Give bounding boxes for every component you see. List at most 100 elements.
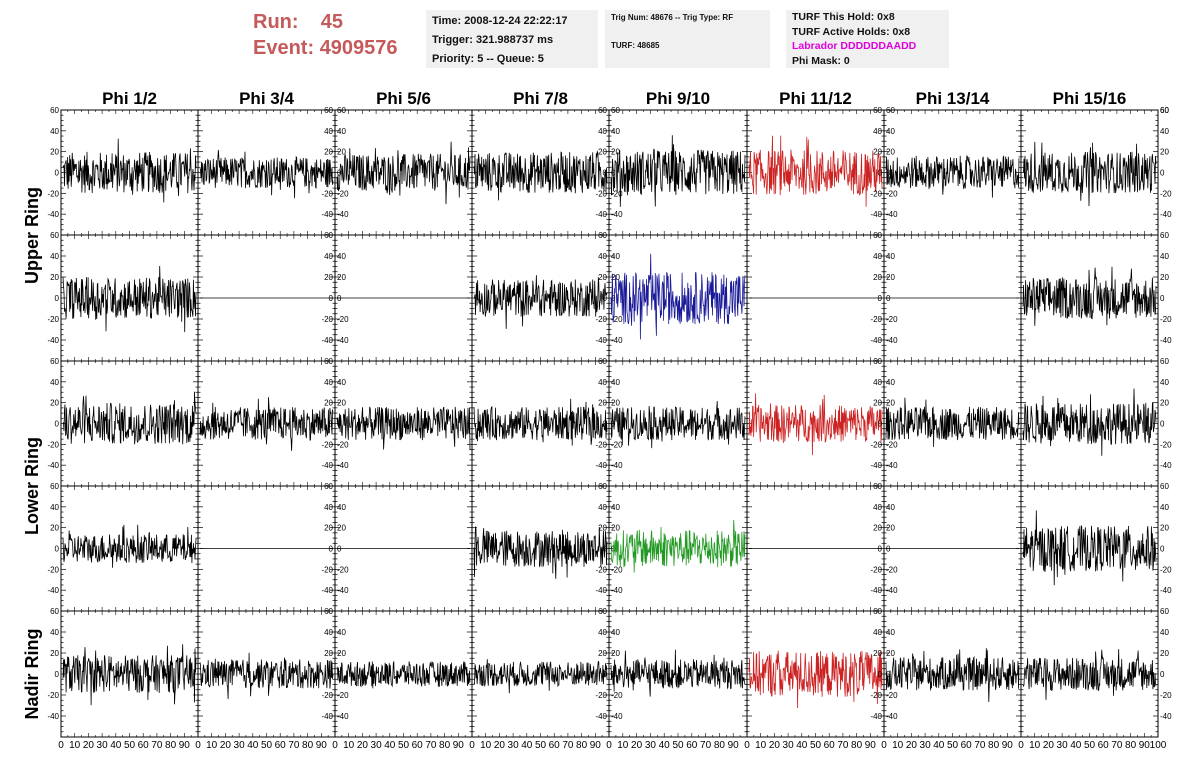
y-tick-label: 20	[1160, 273, 1169, 282]
y-tick-label: 0	[886, 294, 891, 303]
waveform-trace	[610, 649, 746, 697]
x-tick-label: 50	[947, 740, 959, 751]
y-tick-label: -20	[886, 691, 898, 700]
y-tick-label: 40	[324, 628, 333, 637]
x-tick-label: 10	[617, 740, 629, 751]
y-tick-label: 20	[50, 649, 59, 658]
y-tick-label: 20	[1160, 524, 1169, 533]
y-tick-label: 20	[1160, 148, 1169, 157]
y-tick-label: -20	[611, 315, 623, 324]
y-tick-label: 40	[337, 252, 346, 261]
x-tick-label: 0	[606, 740, 612, 751]
y-tick-label: -20	[611, 691, 623, 700]
x-tick-label: 50	[672, 740, 684, 751]
y-tick-label: -20	[337, 315, 349, 324]
y-tick-label: 20	[50, 524, 59, 533]
y-tick-label: -40	[337, 336, 349, 345]
column-label-4: Phi 7/8	[513, 89, 568, 108]
y-tick-label: 60	[1160, 607, 1169, 616]
waveform-trace	[885, 648, 1020, 703]
trigger-info-box: Trig Num: 48676 -- Trig Type: RF TURF: 4…	[605, 10, 770, 68]
x-tick-label: 20	[1043, 740, 1055, 751]
x-tick-label: 50	[810, 740, 822, 751]
waveform-trace	[62, 138, 197, 203]
y-tick-label: 40	[886, 503, 895, 512]
waveform-trace	[62, 644, 197, 706]
y-tick-label: -40	[337, 210, 349, 219]
y-tick-label: -20	[886, 565, 898, 574]
y-tick-label: 40	[886, 378, 895, 387]
x-tick-label: 60	[824, 740, 836, 751]
y-tick-label: 40	[873, 127, 882, 136]
y-tick-label: 0	[878, 169, 883, 178]
x-tick-label: 70	[700, 740, 712, 751]
y-tick-label: 60	[598, 607, 607, 616]
x-tick-label: 70	[562, 740, 574, 751]
x-tick-label: 10	[1029, 740, 1041, 751]
y-tick-label: 20	[324, 273, 333, 282]
y-tick-label: 20	[873, 649, 882, 658]
y-tick-label: -20	[595, 565, 607, 574]
y-tick-label: 20	[873, 399, 882, 408]
column-label-7: Phi 13/14	[916, 89, 990, 108]
x-tick-label: 70	[1111, 740, 1123, 751]
y-tick-label: 20	[611, 399, 620, 408]
y-tick-label: 40	[598, 378, 607, 387]
y-tick-label: 40	[50, 378, 59, 387]
y-tick-label: -20	[611, 565, 623, 574]
y-tick-label: -20	[870, 565, 882, 574]
column-label-1: Phi 1/2	[102, 89, 157, 108]
waveform-trace	[199, 652, 334, 700]
priority-text: Priority: 5 -- Queue: 5	[432, 53, 544, 65]
y-tick-label: 20	[50, 148, 59, 157]
y-tick-label: -40	[1160, 586, 1172, 595]
x-tick-label: 50	[535, 740, 547, 751]
x-tick-label: 60	[138, 740, 150, 751]
y-tick-label: 60	[1160, 106, 1169, 115]
x-tick-label: 40	[796, 740, 808, 751]
ring-label-2: Lower Ring	[22, 437, 42, 535]
y-tick-label: -20	[47, 565, 59, 574]
y-tick-label: -20	[47, 189, 59, 198]
x-tick-label: 90	[865, 740, 877, 751]
turf-text: TURF: 48685	[611, 41, 660, 50]
column-label-8: Phi 15/16	[1053, 89, 1127, 108]
x-tick-label: 50	[398, 740, 410, 751]
x-tick-label: 60	[686, 740, 698, 751]
y-tick-label: 0	[55, 420, 60, 429]
y-tick-label: 40	[337, 503, 346, 512]
waveform-trace	[473, 275, 608, 329]
y-tick-label: 0	[878, 545, 883, 554]
y-tick-label: 0	[337, 169, 342, 178]
y-tick-label: 0	[878, 670, 883, 679]
y-tick-label: 60	[598, 357, 607, 366]
x-tick-label: 80	[714, 740, 726, 751]
run-event-header: Run: 45 Event: 4909576	[253, 9, 398, 61]
y-tick-label: 40	[1160, 252, 1169, 261]
x-tick-label: 10	[480, 740, 492, 751]
y-tick-label: 40	[598, 503, 607, 512]
x-tick-label: 60	[412, 740, 424, 751]
y-tick-label: -20	[595, 440, 607, 449]
y-tick-label: -20	[886, 315, 898, 324]
x-tick-label: 80	[302, 740, 314, 751]
time-text: Time: 2008-12-24 22:22:17	[432, 15, 568, 27]
waveform-trace	[62, 265, 197, 333]
y-tick-label: -40	[886, 210, 898, 219]
y-tick-label: 20	[337, 148, 346, 157]
y-tick-label: -20	[337, 189, 349, 198]
turf-active-holds-text: TURF Active Holds: 0x8	[792, 25, 911, 38]
y-tick-label: 40	[324, 127, 333, 136]
y-tick-label: -20	[1160, 189, 1172, 198]
x-tick-label: 40	[1070, 740, 1082, 751]
y-tick-label: 0	[1160, 420, 1165, 429]
waveform-trace	[336, 661, 471, 689]
y-tick-label: -40	[595, 712, 607, 721]
x-tick-label: 40	[110, 740, 122, 751]
y-tick-label: 60	[598, 482, 607, 491]
y-tick-label: -20	[886, 189, 898, 198]
y-tick-label: 20	[886, 649, 895, 658]
y-tick-label: -20	[321, 691, 333, 700]
y-tick-label: -40	[886, 461, 898, 470]
y-tick-label: -40	[47, 461, 59, 470]
